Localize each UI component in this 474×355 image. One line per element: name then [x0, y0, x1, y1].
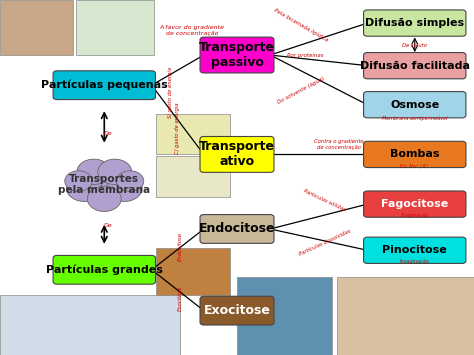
Text: Pinocitose: Pinocitose — [383, 245, 447, 255]
Text: Difusão simples: Difusão simples — [365, 18, 465, 28]
Circle shape — [107, 175, 142, 201]
FancyBboxPatch shape — [364, 237, 466, 263]
FancyBboxPatch shape — [156, 156, 230, 197]
Circle shape — [116, 171, 144, 191]
Circle shape — [80, 166, 128, 203]
Text: Bombas: Bombas — [390, 149, 439, 159]
Text: Fagocitose: Fagocitose — [381, 199, 448, 209]
FancyBboxPatch shape — [364, 141, 466, 168]
Text: C/ gasto de energia: C/ gasto de energia — [175, 102, 180, 154]
Text: Contra o gradiente
de concentração: Contra o gradiente de concentração — [314, 140, 364, 150]
Text: Por proteínas: Por proteínas — [287, 52, 324, 58]
Circle shape — [65, 171, 92, 191]
Text: Exocitose: Exocitose — [203, 304, 271, 317]
Text: Transporte
ativo: Transporte ativo — [199, 141, 275, 168]
FancyBboxPatch shape — [337, 277, 474, 355]
Text: Invaginação: Invaginação — [400, 260, 429, 264]
Text: Partículas sólidas: Partículas sólidas — [303, 189, 346, 213]
Text: Membrana semipermeável: Membrana semipermeável — [382, 115, 447, 121]
FancyBboxPatch shape — [0, 0, 73, 55]
Text: De soluto: De soluto — [402, 43, 427, 48]
Circle shape — [77, 159, 111, 185]
FancyBboxPatch shape — [364, 92, 466, 118]
Text: Transporte
passivo: Transporte passivo — [199, 41, 275, 69]
Text: Endocitose: Endocitose — [178, 232, 182, 261]
FancyBboxPatch shape — [364, 10, 466, 36]
Text: Do solvente (água): Do solvente (água) — [276, 76, 326, 105]
FancyBboxPatch shape — [76, 0, 154, 55]
FancyBboxPatch shape — [156, 248, 230, 295]
Text: Difusão facilitada: Difusão facilitada — [360, 61, 470, 71]
Text: Exocitose: Exocitose — [178, 285, 182, 311]
Text: Ex: Na⁺ / K⁺: Ex: Na⁺ / K⁺ — [401, 164, 429, 169]
Text: De: De — [104, 131, 112, 136]
Text: Sí gasto de energia: Sí gasto de energia — [168, 67, 173, 118]
Text: Endocitose: Endocitose — [199, 223, 275, 235]
FancyBboxPatch shape — [200, 136, 274, 173]
FancyBboxPatch shape — [156, 114, 230, 154]
FancyBboxPatch shape — [53, 256, 155, 284]
Text: Osmose: Osmose — [390, 100, 439, 110]
FancyBboxPatch shape — [0, 295, 180, 355]
Text: Partículas pequenas: Partículas pequenas — [41, 80, 168, 91]
Circle shape — [98, 159, 132, 185]
FancyBboxPatch shape — [364, 191, 466, 217]
FancyBboxPatch shape — [364, 53, 466, 79]
Text: Pela bicamada lipídica: Pela bicamada lipídica — [273, 7, 329, 43]
FancyBboxPatch shape — [200, 37, 274, 73]
FancyBboxPatch shape — [237, 277, 332, 355]
Text: A favor do gradiente
de concentração: A favor do gradiente de concentração — [159, 25, 225, 36]
FancyBboxPatch shape — [200, 296, 274, 325]
Circle shape — [87, 186, 121, 212]
Text: Evaginação: Evaginação — [401, 213, 429, 218]
FancyBboxPatch shape — [53, 71, 155, 99]
Circle shape — [66, 175, 102, 201]
Text: Transportes
pela membrana: Transportes pela membrana — [58, 174, 150, 195]
Text: Partículas grandes: Partículas grandes — [46, 264, 163, 275]
Text: Partículas dissolvidas: Partículas dissolvidas — [298, 229, 351, 257]
Text: De: De — [104, 223, 112, 228]
FancyBboxPatch shape — [200, 214, 274, 244]
